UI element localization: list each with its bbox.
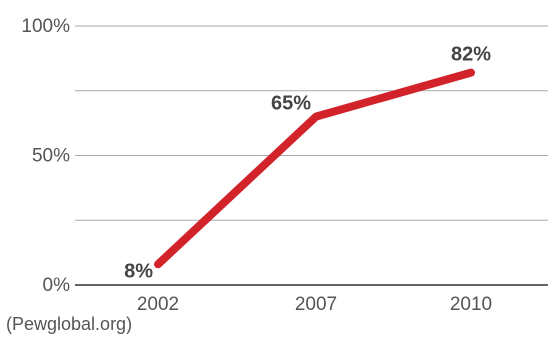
data-label: 8% [124,260,153,282]
x-axis-ticks: 2002 2007 2010 [137,294,492,315]
y-axis-ticks: 0% 50% 100% [21,16,70,296]
gridlines [75,25,548,286]
source-note: (Pewglobal.org) [6,314,133,334]
data-labels: 8% 65% 82% [124,44,491,283]
y-tick-label: 100% [21,16,70,37]
data-label: 65% [271,93,311,115]
data-label: 82% [451,44,491,66]
y-tick-label: 50% [32,146,70,167]
series [154,68,475,269]
x-tick-label: 2002 [137,294,179,315]
series-line [154,68,475,269]
x-tick-label: 2007 [295,294,337,315]
y-tick-label: 0% [43,275,71,296]
x-tick-label: 2010 [450,294,492,315]
